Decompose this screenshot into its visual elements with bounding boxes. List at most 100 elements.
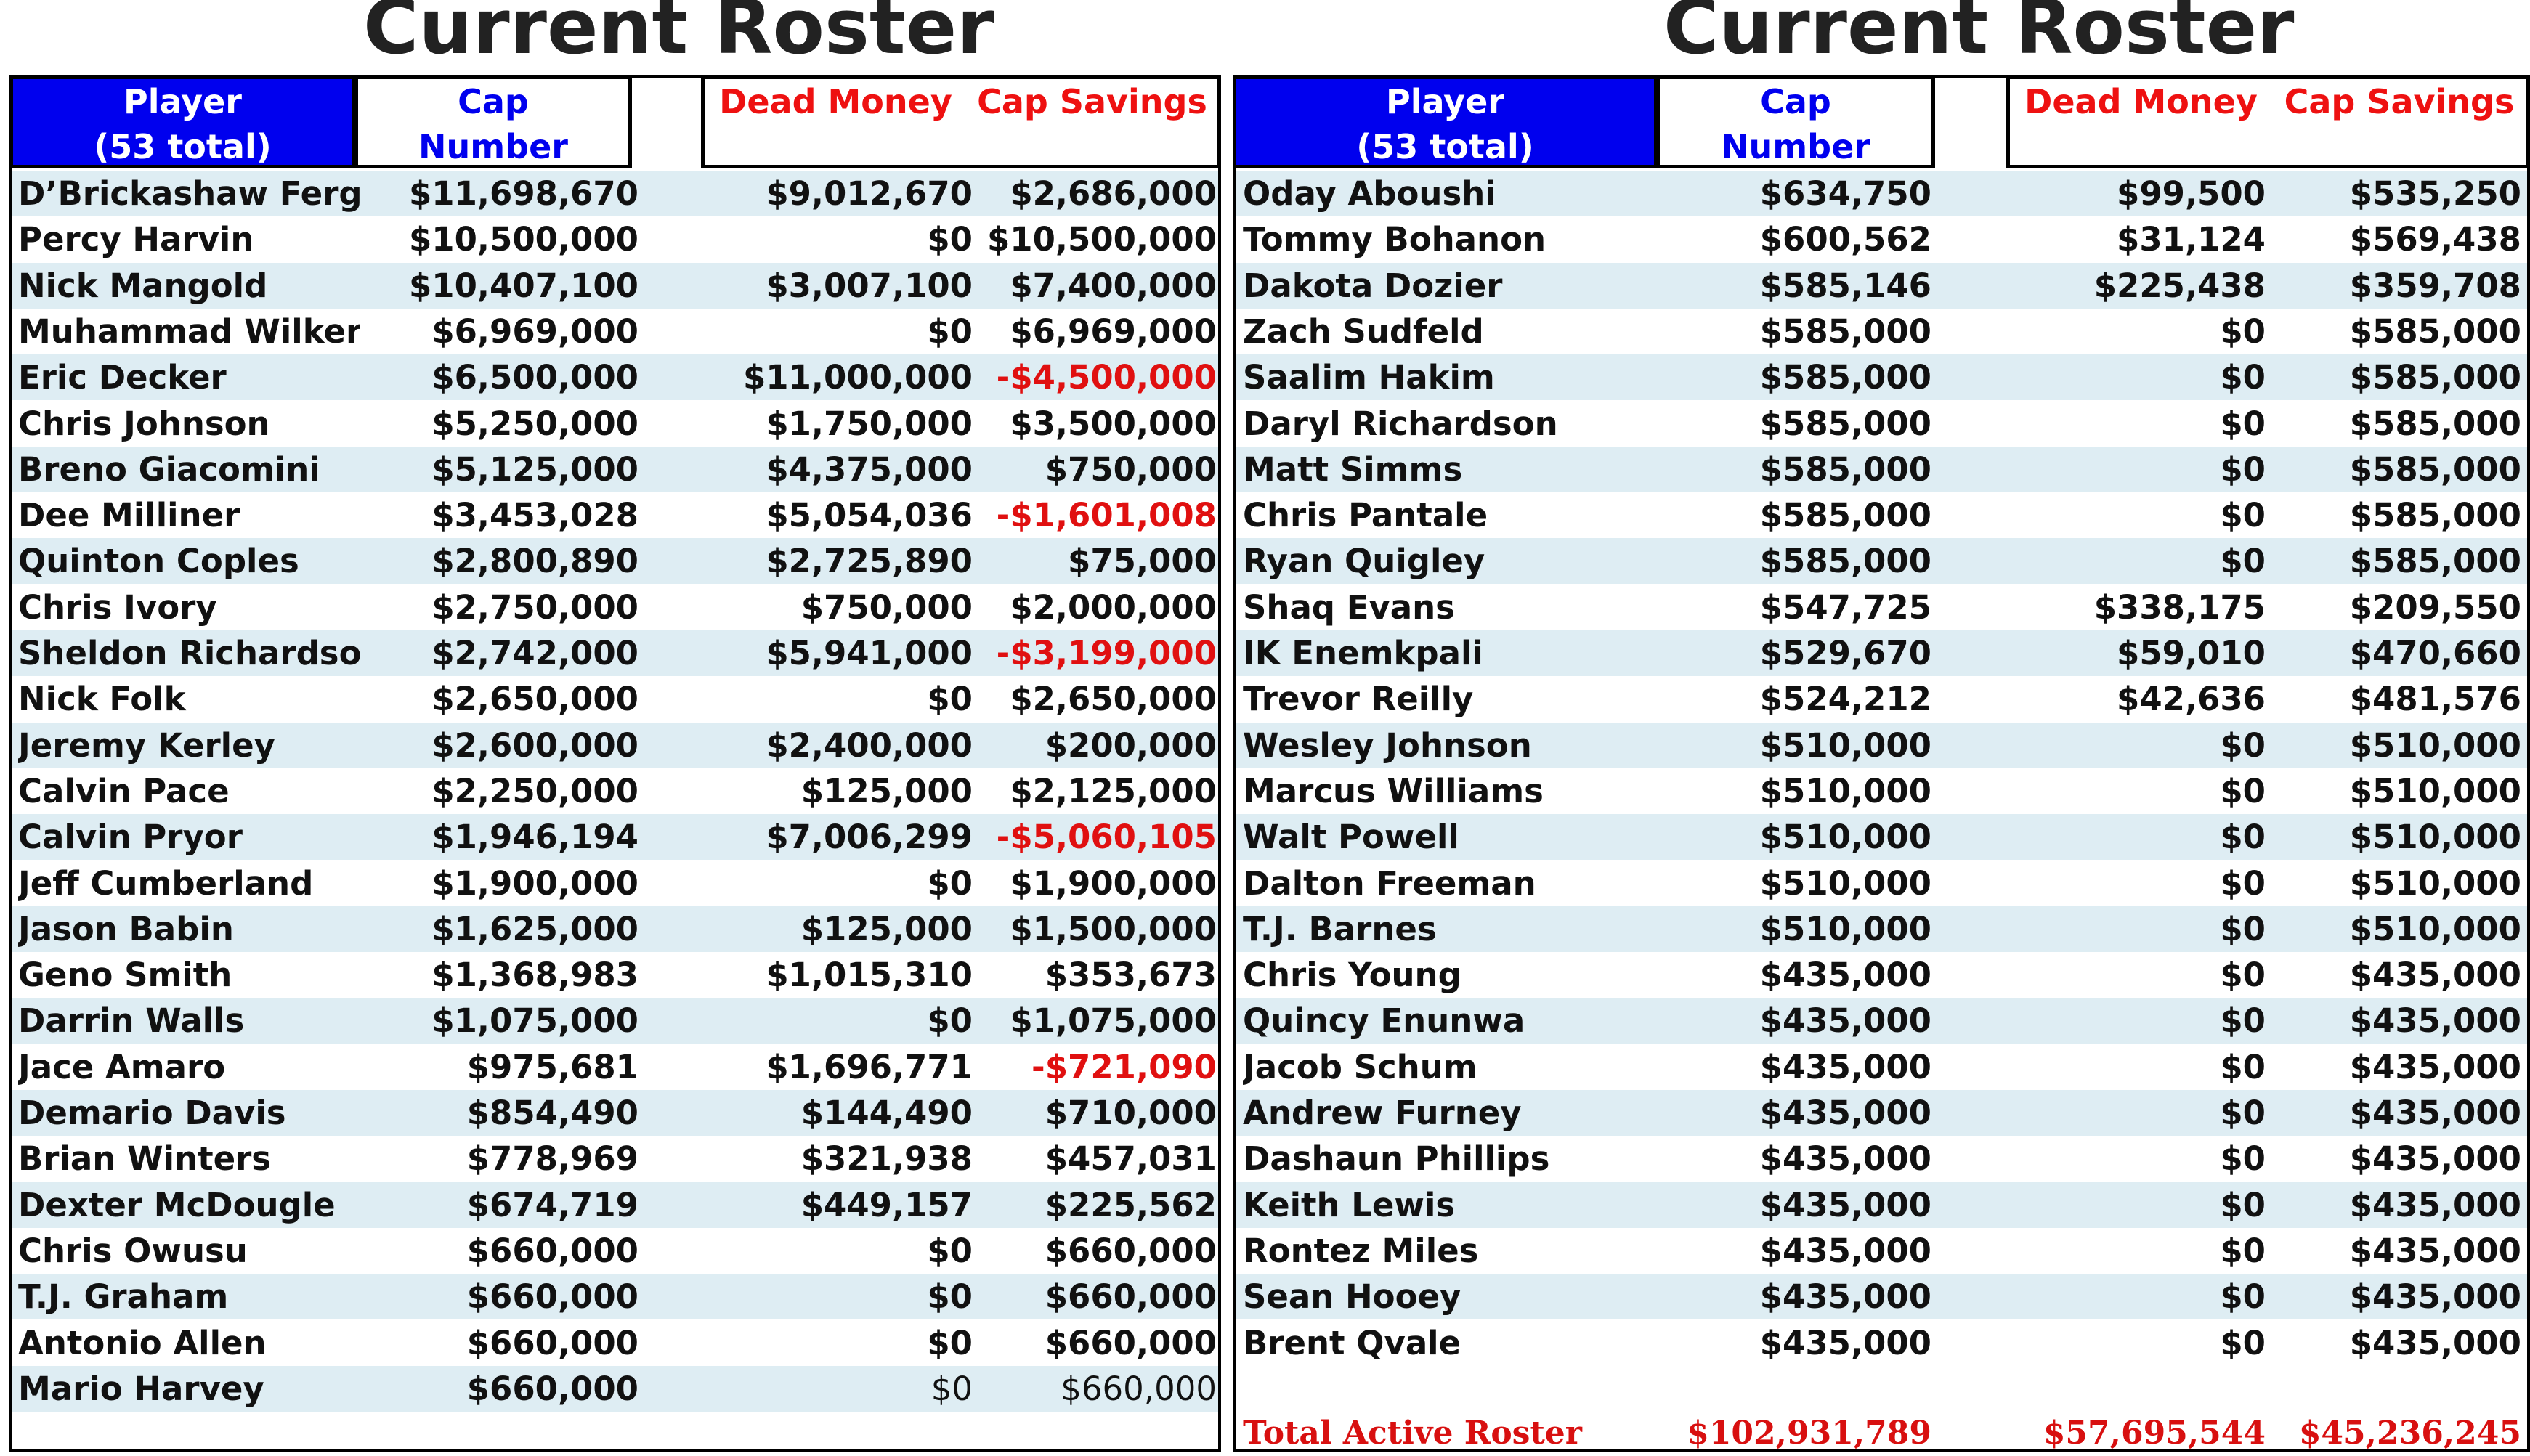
cap-number: $1,625,000 [431,909,638,948]
cap-savings: $481,576 [2349,680,2521,719]
cap-savings: $710,000 [1045,1094,1217,1132]
right-header-cap-line1: Cap [1760,82,1831,121]
dead-money: $3,007,100 [766,266,973,305]
table-row: Jace Amaro $975,681 $1,696,771 -$721,090 [12,1044,1218,1090]
cap-number: $1,946,194 [431,818,638,857]
table-row: Antonio Allen $660,000 $0 $660,000 [12,1320,1218,1366]
table-row: Wesley Johnson $510,000 $0 $510,000 [1236,722,2527,768]
right-header-player-line1: Player [1386,82,1504,121]
cap-number: $435,000 [1759,956,1931,995]
dead-money: $31,124 [2117,220,2266,259]
cap-number: $11,698,670 [409,174,638,213]
table-row: Chris Owusu $660,000 $0 $660,000 [12,1228,1218,1274]
cap-savings: -$4,500,000 [996,358,1217,397]
player-name: Mario Harvey [18,1369,264,1408]
player-name: Wesley Johnson [1243,725,1532,765]
dead-money: $1,696,771 [766,1047,973,1086]
player-name: Walt Powell [1243,818,1459,857]
cap-number: $1,368,983 [431,956,638,995]
player-name: Matt Simms [1243,450,1463,489]
player-name: Percy Harvin [18,220,254,259]
player-name: T.J. Graham [18,1277,229,1317]
total-label: Total Active Roster [1243,1415,1582,1452]
cap-savings: $435,000 [2349,1139,2521,1179]
right-panel-title: Current Roster [1663,0,2295,71]
cap-number: $585,000 [1759,312,1931,351]
table-row: Chris Young $435,000 $0 $435,000 [1236,952,2527,998]
cap-savings: $209,550 [2349,587,2521,627]
dead-money: $0 [2220,542,2266,581]
player-name: Calvin Pryor [18,818,243,857]
dead-money: $449,157 [800,1185,973,1224]
cap-savings: $2,125,000 [1010,771,1217,810]
cap-number: $660,000 [466,1277,638,1317]
dead-money: $321,938 [800,1139,973,1179]
dead-money: $0 [2220,404,2266,443]
player-name: Marcus Williams [1243,771,1544,810]
cap-number: $585,146 [1759,266,1931,305]
player-name: Darrin Walls [18,1001,245,1041]
dead-money: $5,054,036 [766,496,973,535]
total-cap-savings: $45,236,245 [2298,1415,2521,1452]
cap-number: $660,000 [466,1231,638,1270]
player-name: Jace Amaro [18,1047,226,1086]
player-name: Sean Hooey [1243,1277,1461,1317]
table-row: Quinton Coples $2,800,890 $2,725,890 $75,00… [12,538,1218,585]
table-row: Muhammad Wilkerson $6,969,000 $0 $6,969,000 [12,309,1218,354]
player-name: Shaq Evans [1243,587,1455,627]
player-name: T.J. Barnes [1243,909,1437,948]
cap-savings: $435,000 [2349,1185,2521,1224]
dead-money: $0 [2220,863,2266,903]
dead-money: $0 [2220,496,2266,535]
table-row: Keith Lewis $435,000 $0 $435,000 [1236,1182,2527,1228]
player-name: Chris Ivory [18,587,217,627]
player-name: IK Enemkpali [1243,634,1483,672]
cap-savings: $585,000 [2349,404,2521,443]
table-row: Trevor Reilly $524,212 $42,636 $481,576 [1236,676,2527,722]
dead-money: $0 [2220,818,2266,857]
player-name: Geno Smith [18,956,232,995]
table-row: Brent Qvale $435,000 $0 $435,000 [1236,1320,2527,1366]
cap-savings: $660,000 [1045,1277,1217,1317]
cap-number: $585,000 [1759,542,1931,581]
player-name: Keith Lewis [1243,1185,1456,1224]
player-name: Dakota Dozier [1243,266,1503,305]
right-header-dead-money: Dead Money [2006,76,2272,168]
table-row: Calvin Pryor $1,946,194 $7,006,299 -$5,060,… [12,814,1218,861]
cap-number: $585,000 [1759,358,1931,397]
dead-money: $7,006,299 [766,818,973,857]
cap-number: $524,212 [1759,680,1931,719]
cap-savings: $1,500,000 [1010,909,1217,948]
dead-money: $0 [927,1231,973,1270]
cap-savings: $510,000 [2349,818,2521,857]
cap-number: $2,250,000 [431,771,638,810]
cap-savings: $585,000 [2349,358,2521,397]
table-row: Shaq Evans $547,725 $338,175 $209,550 [1236,585,2527,630]
table-row: Matt Simms $585,000 $0 $585,000 [1236,446,2527,492]
cap-savings: $435,000 [2349,1047,2521,1086]
player-name: Rontez Miles [1243,1231,1479,1270]
player-name: Brian Winters [18,1139,272,1179]
table-row: Geno Smith $1,368,983 $1,015,310 $353,673 [12,952,1218,998]
dead-money: $225,438 [2093,266,2266,305]
table-row: Breno Giacomini $5,125,000 $4,375,000 $750,… [12,446,1218,492]
cap-savings: -$721,090 [1031,1047,1217,1086]
player-name: Dalton Freeman [1243,863,1536,903]
dead-money: $0 [2220,1139,2266,1179]
cap-number: $435,000 [1759,1047,1931,1086]
cap-savings: $660,000 [1045,1323,1217,1362]
cap-number: $2,650,000 [431,680,638,719]
dead-money: $0 [930,1369,973,1408]
total-dead-money: $57,695,544 [2043,1415,2266,1452]
cap-savings: $585,000 [2349,496,2521,535]
cap-number: $435,000 [1759,1277,1931,1317]
cap-savings: $2,650,000 [1010,680,1217,719]
cap-savings: $2,000,000 [1010,587,1217,627]
player-name: Jeff Cumberland [18,863,314,903]
cap-number: $2,742,000 [431,634,638,672]
right-header-cap-line2: Number [1721,127,1870,166]
player-name: Jacob Schum [1243,1047,1477,1086]
dead-money: $1,750,000 [766,404,973,443]
cap-number: $2,750,000 [431,587,638,627]
cap-savings: $2,686,000 [1010,174,1217,213]
